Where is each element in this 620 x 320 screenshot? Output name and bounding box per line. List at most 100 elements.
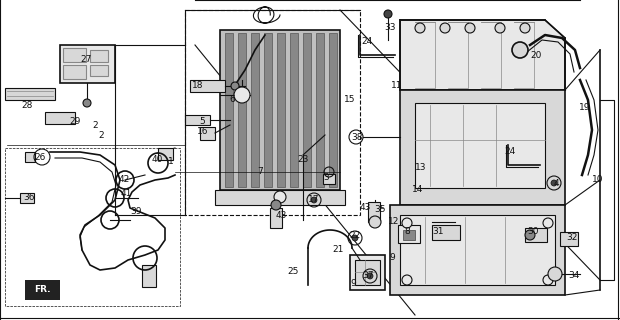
Text: FR.: FR.	[33, 285, 50, 294]
Text: 23: 23	[298, 156, 309, 164]
Text: 16: 16	[197, 127, 209, 137]
Text: 39: 39	[130, 206, 142, 215]
Circle shape	[311, 197, 317, 203]
Text: 9: 9	[350, 278, 356, 287]
Circle shape	[512, 42, 528, 58]
Text: 43: 43	[275, 211, 286, 220]
Circle shape	[83, 99, 91, 107]
Circle shape	[551, 180, 557, 186]
Bar	[398, 225, 420, 243]
Circle shape	[525, 230, 535, 240]
Circle shape	[543, 275, 553, 285]
Circle shape	[495, 23, 505, 33]
Text: 18: 18	[192, 82, 204, 91]
Text: 30: 30	[527, 227, 539, 236]
Text: 33: 33	[384, 23, 396, 33]
Bar	[20, 193, 34, 203]
Polygon shape	[25, 280, 60, 300]
Text: 12: 12	[388, 218, 400, 227]
Text: 2: 2	[98, 132, 104, 140]
Text: 5: 5	[199, 117, 205, 126]
Text: 2: 2	[92, 122, 98, 131]
Text: 15: 15	[344, 95, 356, 105]
Text: 40: 40	[151, 155, 162, 164]
Bar	[158, 148, 173, 160]
Text: 8: 8	[404, 228, 410, 236]
Circle shape	[440, 23, 450, 33]
Bar	[432, 225, 460, 240]
Bar	[403, 230, 415, 240]
Bar	[270, 208, 282, 228]
Bar	[238, 33, 246, 187]
Bar	[25, 152, 35, 162]
Circle shape	[402, 275, 412, 285]
Text: 17: 17	[308, 196, 320, 204]
Circle shape	[271, 200, 281, 210]
Bar	[303, 33, 311, 187]
Circle shape	[402, 218, 412, 228]
Text: 9: 9	[389, 253, 395, 262]
Bar	[415, 103, 545, 188]
Circle shape	[520, 23, 530, 33]
Text: 32: 32	[566, 234, 578, 243]
Text: 41: 41	[120, 188, 131, 197]
Bar	[355, 260, 380, 285]
Bar	[329, 33, 337, 187]
Text: 27: 27	[81, 55, 92, 65]
Circle shape	[465, 23, 475, 33]
Bar	[350, 255, 385, 290]
Circle shape	[274, 191, 286, 203]
Text: 3: 3	[323, 173, 329, 182]
Bar	[220, 30, 340, 190]
Text: 35: 35	[374, 205, 386, 214]
Circle shape	[231, 82, 239, 90]
Text: 31: 31	[432, 228, 444, 236]
Text: 42: 42	[118, 175, 130, 185]
Text: 6: 6	[229, 95, 235, 105]
Text: 11: 11	[391, 82, 403, 91]
Bar	[63, 65, 86, 79]
Text: 1: 1	[168, 156, 174, 165]
Bar	[525, 228, 547, 242]
Circle shape	[369, 216, 381, 228]
Circle shape	[384, 10, 392, 18]
Polygon shape	[185, 115, 210, 125]
Circle shape	[543, 218, 553, 228]
Bar	[142, 265, 156, 287]
Text: 43: 43	[360, 204, 371, 212]
Circle shape	[548, 267, 562, 281]
Text: 29: 29	[69, 116, 81, 125]
Text: 24: 24	[361, 37, 373, 46]
Bar	[60, 45, 115, 83]
Text: 24: 24	[505, 148, 516, 156]
Bar	[90, 65, 108, 76]
Text: 14: 14	[412, 186, 423, 195]
Bar	[400, 215, 555, 285]
Bar	[277, 33, 285, 187]
Bar	[264, 33, 272, 187]
Text: 4: 4	[553, 180, 559, 188]
Text: 28: 28	[21, 100, 33, 109]
Text: 37: 37	[362, 270, 374, 279]
Text: 21: 21	[332, 244, 343, 253]
Bar	[185, 10, 360, 215]
Bar	[251, 33, 259, 187]
Polygon shape	[390, 205, 565, 295]
Bar	[225, 33, 233, 187]
Bar	[5, 148, 180, 306]
Text: 25: 25	[287, 268, 299, 276]
Text: 13: 13	[415, 163, 427, 172]
Text: 26: 26	[34, 153, 46, 162]
Text: 34: 34	[569, 271, 580, 281]
Bar	[323, 174, 335, 184]
Bar	[190, 80, 225, 92]
Bar	[560, 232, 578, 246]
Polygon shape	[5, 88, 55, 100]
Text: 36: 36	[24, 194, 35, 203]
Polygon shape	[45, 112, 75, 124]
Polygon shape	[200, 127, 215, 140]
Circle shape	[352, 235, 358, 241]
Polygon shape	[400, 20, 565, 90]
Text: 10: 10	[592, 175, 604, 185]
Bar	[63, 48, 86, 62]
